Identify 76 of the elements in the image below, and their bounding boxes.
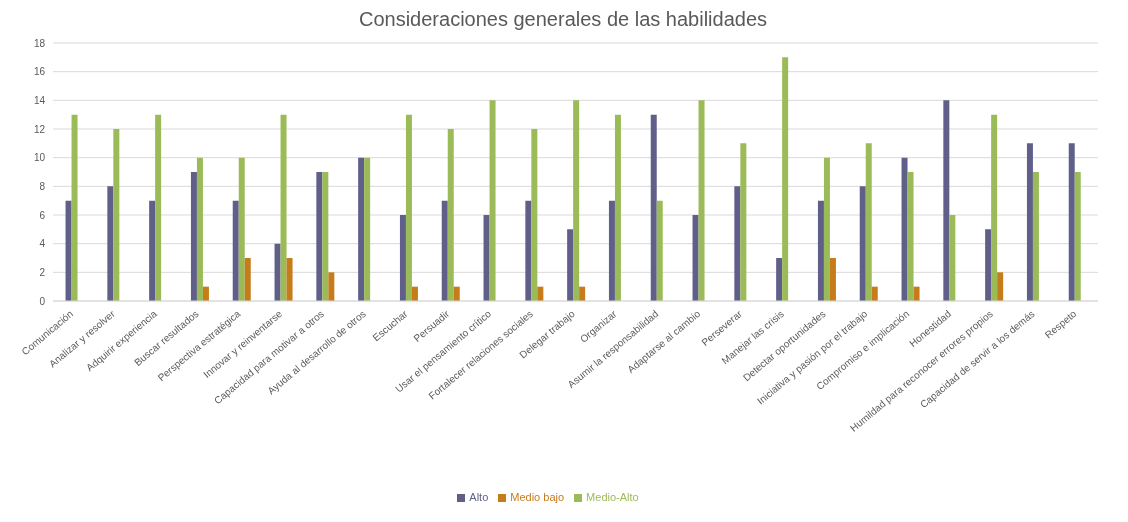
bar: [567, 229, 574, 301]
bar: [364, 157, 371, 301]
bar: [698, 100, 705, 301]
bar: [692, 215, 699, 301]
bar: [71, 114, 78, 301]
y-tick-label: 0: [39, 295, 46, 307]
bar: [782, 57, 789, 301]
y-tick-label: 4: [39, 238, 46, 250]
y-tick-label: 2: [39, 266, 46, 278]
bar: [865, 143, 872, 301]
bar: [453, 286, 460, 301]
y-tick-label: 14: [33, 94, 46, 106]
bar: [817, 200, 824, 301]
bar: [525, 200, 532, 301]
bar: [871, 286, 878, 301]
bar: [190, 172, 197, 301]
bar: [614, 114, 621, 301]
bar: [286, 258, 293, 301]
bar: [328, 272, 335, 301]
bar: [740, 143, 747, 301]
bar: [1026, 143, 1033, 301]
bar: [823, 157, 830, 301]
bar: [1032, 172, 1039, 301]
bar: [579, 286, 586, 301]
bar: [232, 200, 239, 301]
bar: [829, 258, 836, 301]
bar: [997, 272, 1004, 301]
bar: [155, 114, 162, 301]
bar: [907, 172, 914, 301]
bar: [573, 100, 580, 301]
bar: [280, 114, 287, 301]
bar: [608, 200, 615, 301]
bar: [943, 100, 950, 301]
legend-label: Medio bajo: [510, 491, 565, 503]
y-tick-label: 10: [33, 152, 46, 164]
y-tick-label: 8: [39, 180, 46, 192]
bar: [107, 186, 114, 301]
bar: [411, 286, 418, 301]
bar: [1074, 172, 1081, 301]
y-tick-label: 18: [33, 37, 46, 49]
y-tick-label: 12: [33, 123, 46, 135]
bar: [913, 286, 920, 301]
bar: [399, 215, 406, 301]
bar: [489, 100, 496, 301]
bar: [316, 172, 323, 301]
bar: [113, 129, 120, 301]
legend-label: Medio-Alto: [586, 491, 639, 503]
legend-label: Alto: [469, 491, 489, 503]
bar: [405, 114, 412, 301]
bar: [65, 200, 72, 301]
bar: [985, 229, 992, 301]
bar: [949, 215, 956, 301]
bar: [149, 200, 156, 301]
bar: [244, 258, 251, 301]
bar: [202, 286, 209, 301]
bar: [901, 157, 908, 301]
chart-title: Consideraciones generales de las habilidades: [357, 8, 768, 32]
bar: [537, 286, 544, 301]
bar: [196, 157, 203, 301]
y-tick-label: 6: [39, 209, 46, 221]
bar: [650, 114, 657, 301]
bar: [656, 200, 663, 301]
bar: [441, 200, 448, 301]
bar: [859, 186, 866, 301]
bar: [358, 157, 365, 301]
bar: [1068, 143, 1075, 301]
bar: [531, 129, 538, 301]
bar: [274, 243, 281, 301]
bar: [238, 157, 245, 301]
bar: [322, 172, 329, 301]
y-tick-label: 16: [33, 66, 46, 78]
bar: [734, 186, 741, 301]
bar: [991, 114, 998, 301]
bar: [776, 258, 783, 301]
bar: [447, 129, 454, 301]
bar: [483, 215, 490, 301]
